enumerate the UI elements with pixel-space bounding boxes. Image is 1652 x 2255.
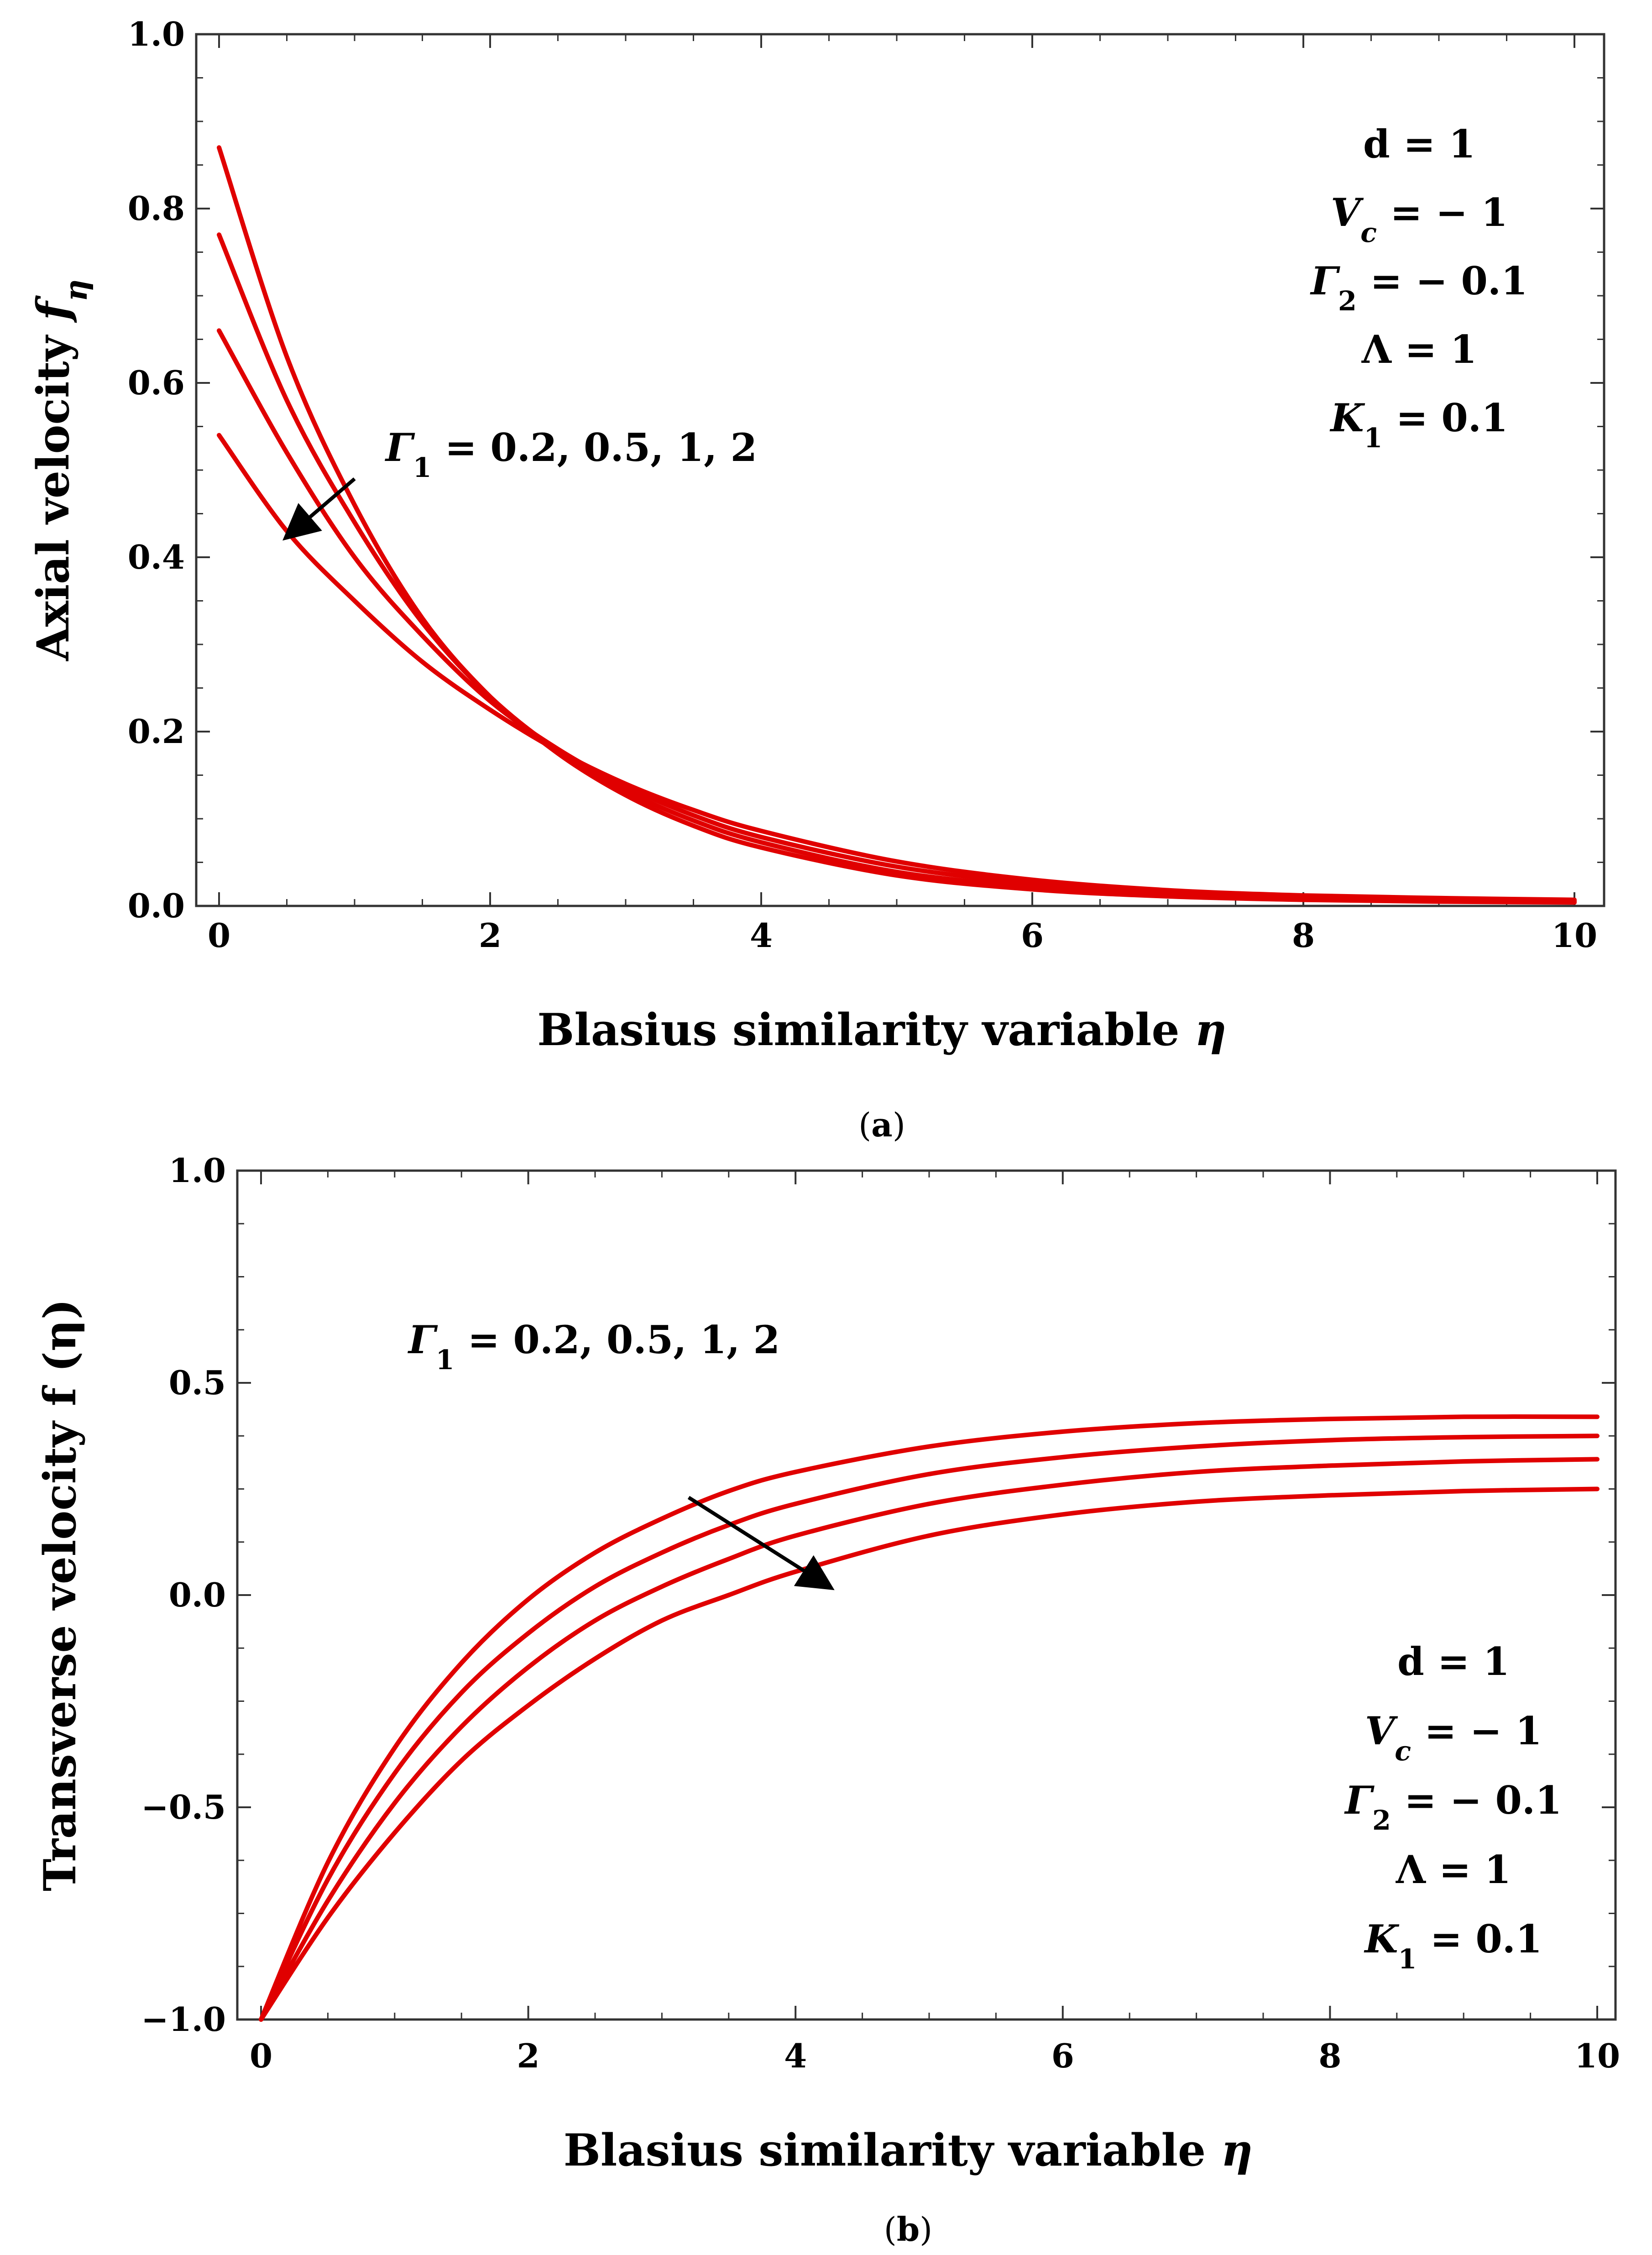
- y-tick-label: 0.6: [128, 363, 185, 402]
- x-tick-label: 2: [517, 2036, 540, 2075]
- series-line-4: [217, 433, 1577, 902]
- x-tick-label: 0: [208, 916, 230, 955]
- parameter-label: d = 1: [1363, 121, 1475, 167]
- series-line-1: [259, 1414, 1600, 2022]
- x-tick-label: 4: [750, 916, 773, 955]
- parameter-label: Λ = 1: [1396, 1847, 1511, 1892]
- parameter-label: K1 = 0.1: [1364, 1916, 1542, 1975]
- x-axis-label: Blasius similarity variable η: [537, 1004, 1227, 1056]
- annotation-arrow: [687, 1496, 835, 1591]
- annotation-arrow: [282, 477, 356, 541]
- panel-b: 0 2 4 6 8 10 −1.0 −0.5 0.0 0.5 1.0 Blasius similari…: [34, 1151, 1620, 2249]
- panel-sublabel: (a): [858, 1105, 905, 1144]
- y-axis-label: Axial velocity fη: [27, 279, 94, 661]
- y-tick-label: 1.0: [128, 15, 185, 53]
- series-line-4: [259, 1486, 1600, 2022]
- x-tick-label: 4: [784, 2036, 807, 2075]
- gamma1-annotation: Γ1 = 0.2, 0.5, 1, 2: [408, 1317, 780, 1376]
- parameter-label: Λ = 1: [1361, 327, 1477, 372]
- x-tick-label: 6: [1051, 2036, 1074, 2075]
- y-tick-label: 0.0: [169, 1575, 226, 1614]
- panel-a: 0 2 4 6 8 10 0.0 0.2 0.4 0.6 0.8 1.0 Blasius similar…: [27, 15, 1605, 1144]
- y-tick-label: 0.0: [128, 886, 185, 925]
- plot-frame: [236, 1169, 1617, 2021]
- y-axis-label: Transverse velocity f (η): [34, 1299, 86, 1891]
- parameter-label: d = 1: [1397, 1639, 1510, 1684]
- gamma1-annotation: Γ1 = 0.2, 0.5, 1, 2: [385, 425, 757, 483]
- x-tick-label: 8: [1318, 2036, 1341, 2075]
- x-axis-label: Blasius similarity variable η: [564, 2124, 1253, 2176]
- parameter-label: Vc = − 1: [1331, 190, 1508, 248]
- x-tick-label: 10: [1574, 2036, 1620, 2075]
- y-tick-label: −1.0: [141, 2000, 226, 2039]
- parameter-label: Γ2 = − 0.1: [1344, 1778, 1562, 1836]
- y-tick-label: 0.2: [128, 712, 185, 751]
- parameter-label: K1 = 0.1: [1330, 395, 1508, 454]
- panel-sublabel: (b): [884, 2210, 933, 2249]
- y-tick-label: 0.4: [128, 538, 185, 576]
- y-tick-label: 0.5: [169, 1363, 226, 1402]
- x-tick-label: 2: [479, 916, 502, 955]
- parameter-label: Γ2 = − 0.1: [1310, 258, 1527, 317]
- y-tick-label: 0.8: [128, 189, 185, 228]
- y-tick-label: −0.5: [141, 1788, 226, 1826]
- series-line-3: [259, 1457, 1600, 2022]
- x-tick-label: 0: [250, 2036, 272, 2075]
- x-tick-label: 6: [1021, 916, 1044, 955]
- x-tick-label: 10: [1552, 916, 1597, 955]
- parameter-label: Vc = − 1: [1365, 1708, 1542, 1767]
- x-tick-label: 8: [1292, 916, 1315, 955]
- y-tick-label: 1.0: [169, 1151, 226, 1190]
- series-line-2: [259, 1434, 1600, 2022]
